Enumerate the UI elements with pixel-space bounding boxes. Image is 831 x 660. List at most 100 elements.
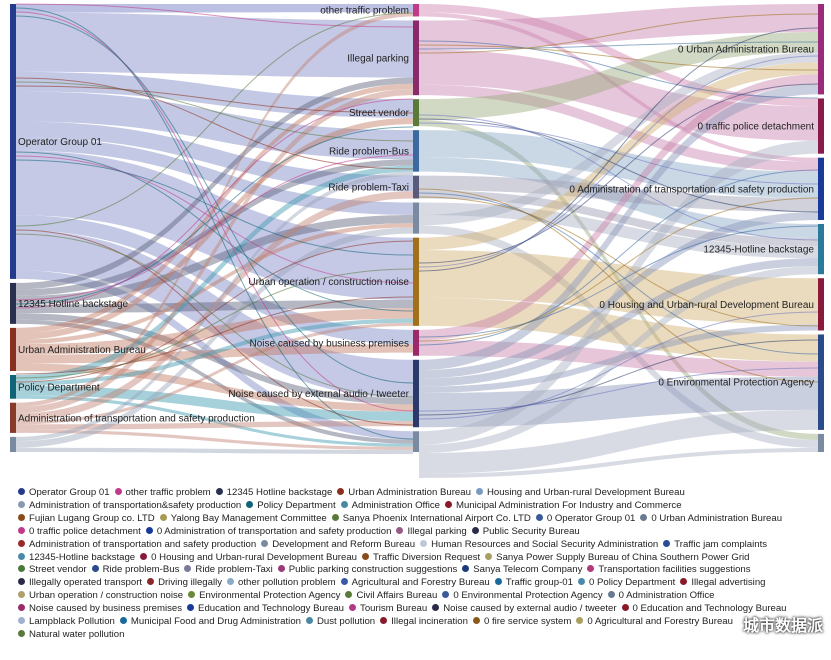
sankey-strand <box>418 122 819 185</box>
sankey-strand <box>15 7 414 440</box>
legend-label: Driving illegally <box>158 577 223 589</box>
legend-item: Ride problem-Taxi <box>184 564 273 577</box>
legend-item: 0 Agricultural and Forestry Bureau <box>576 616 733 629</box>
sankey-node <box>413 237 419 326</box>
legend-dot-icon <box>577 578 585 586</box>
legend-dot-icon <box>362 552 369 560</box>
legend-label: Illegal incineration <box>391 616 468 628</box>
legend-item: Ride problem-Bus <box>91 564 179 577</box>
node-label: 12345-Hotline backstage <box>703 245 814 256</box>
legend-label: 12345 Hotline backstage <box>226 487 333 498</box>
legend-label: Policy Department <box>257 499 336 511</box>
sankey-link <box>16 299 413 314</box>
legend-item: other pollution problem <box>227 577 336 590</box>
sankey-strand <box>15 155 414 284</box>
legend-label: Municipal Administration For Industry an… <box>455 499 682 511</box>
sankey-link <box>419 62 818 251</box>
legend-item: Administration Office <box>340 499 440 513</box>
legend-item: other traffic problem <box>114 487 211 500</box>
legend-label: Urban operation / construction noise <box>29 590 184 602</box>
legend-dot-icon <box>91 565 99 573</box>
legend-label: Sanya Telecom Company <box>473 564 583 576</box>
legend-label: Administration of transportation and saf… <box>29 538 257 550</box>
legend-dot-icon <box>442 591 450 599</box>
sankey-strand <box>418 367 819 412</box>
legend-label: Municipal Food and Drug Administration <box>130 616 301 628</box>
legend-item: Urban operation / construction noise <box>18 590 183 603</box>
legend-dot-icon <box>188 591 196 599</box>
legend-label: Operator Group 01 <box>29 487 110 498</box>
legend-item: 0 Education and Technology Bureau <box>621 603 787 616</box>
legend-label: Education and Technology Bureau <box>198 603 345 615</box>
legend-label: Sanya Phoenix International Airport Co. … <box>342 512 531 524</box>
sankey-strand <box>418 41 819 50</box>
node-label: Urban Administration Bureau <box>18 345 146 356</box>
legend-label: Noise caused by business premises <box>29 603 183 615</box>
sankey-link <box>16 214 413 305</box>
legend-dot-icon <box>145 526 153 534</box>
sankey-node <box>10 402 16 433</box>
sankey-link <box>16 83 413 334</box>
sankey-link <box>419 225 818 448</box>
sankey-link <box>419 157 818 239</box>
node-label: Noise caused by external audio / tweeter <box>228 389 409 400</box>
legend-item: Education and Technology Bureau <box>187 603 344 616</box>
legend-dot-icon <box>147 578 155 586</box>
legend-item: Public parking construction suggestions <box>277 564 458 577</box>
sankey-link <box>16 12 413 408</box>
sankey-strand <box>15 151 414 312</box>
sankey-strand <box>418 83 819 264</box>
legend-dot-icon <box>331 513 339 521</box>
legend-label: Administration Office <box>351 499 440 511</box>
legend-dot-icon <box>472 617 480 625</box>
legend-item: 0 Administration of transportation and s… <box>145 526 391 539</box>
legend-label: Street vendor <box>29 564 87 576</box>
legend-item: Illegal incineration <box>380 616 468 629</box>
sankey-strand <box>15 233 414 398</box>
legend-dot-icon <box>18 513 25 521</box>
sankey-node <box>10 4 16 279</box>
legend-dot-icon <box>396 526 404 534</box>
legend-dot-icon <box>621 604 629 612</box>
legend-item: 0 fire service system <box>472 616 571 629</box>
legend-dot-icon <box>345 591 353 599</box>
legend-item: Development and Reform Bureau <box>261 539 415 552</box>
sankey-link <box>419 190 818 247</box>
sankey-link <box>419 140 818 445</box>
legend-item: Noise caused by business premises <box>18 603 182 616</box>
node-label: 12345 Hotline backstage <box>18 299 129 310</box>
sankey-node <box>818 4 824 95</box>
sankey-strand <box>15 126 414 305</box>
sankey-link <box>419 211 818 379</box>
sankey-node <box>818 98 824 154</box>
sankey-node <box>818 433 824 452</box>
sankey-link <box>16 150 413 300</box>
legend-label: 0 traffic police detachment <box>29 525 141 537</box>
legend-dot-icon <box>18 552 25 560</box>
sankey-link <box>16 77 413 290</box>
legend-dot-icon <box>535 513 543 521</box>
sankey-link <box>16 395 413 447</box>
legend-item: Municipal Administration For Industry an… <box>444 499 682 513</box>
legend-item: Sanya Telecom Company <box>462 564 582 577</box>
legend-label: Administration of transportation&safety … <box>29 499 242 511</box>
legend-label: 0 Education and Technology Bureau <box>632 603 787 615</box>
sankey-node <box>413 359 419 428</box>
sankey-strand <box>418 55 819 268</box>
legend-dot-icon <box>261 539 269 547</box>
legend-item: Municipal Food and Drug Administration <box>119 616 301 629</box>
legend-dot-icon <box>444 500 452 508</box>
sankey-strand <box>15 3 414 28</box>
legend-label: Public parking construction suggestions <box>288 564 458 576</box>
legend-label: Agricultural and Forestry Bureau <box>351 577 490 589</box>
sankey-node <box>413 99 419 127</box>
sankey-strand <box>15 229 414 426</box>
legend-label: Lampblack Pollution <box>29 616 115 628</box>
legend-item: Dust pollution <box>306 616 375 629</box>
sankey-strand <box>15 11 414 412</box>
sankey-link <box>419 376 818 428</box>
sankey-link <box>16 313 413 405</box>
sankey-node <box>413 20 419 96</box>
legend-label: Yalong Bay Management Committee <box>170 512 327 524</box>
legend-dot-icon <box>475 488 483 495</box>
